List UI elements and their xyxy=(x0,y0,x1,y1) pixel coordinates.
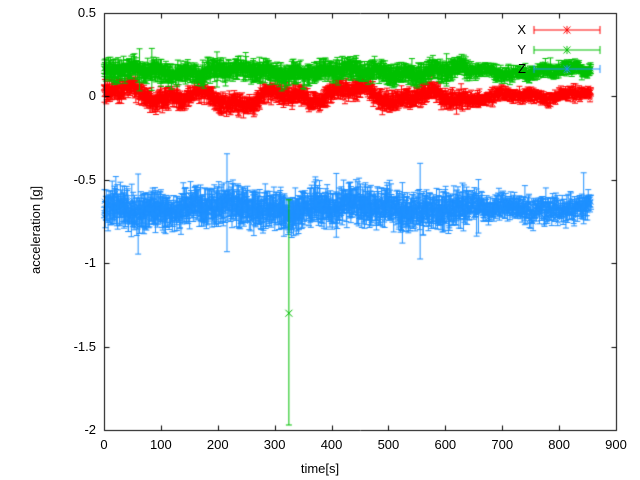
y-axis-title: acceleration [g] xyxy=(28,185,43,274)
